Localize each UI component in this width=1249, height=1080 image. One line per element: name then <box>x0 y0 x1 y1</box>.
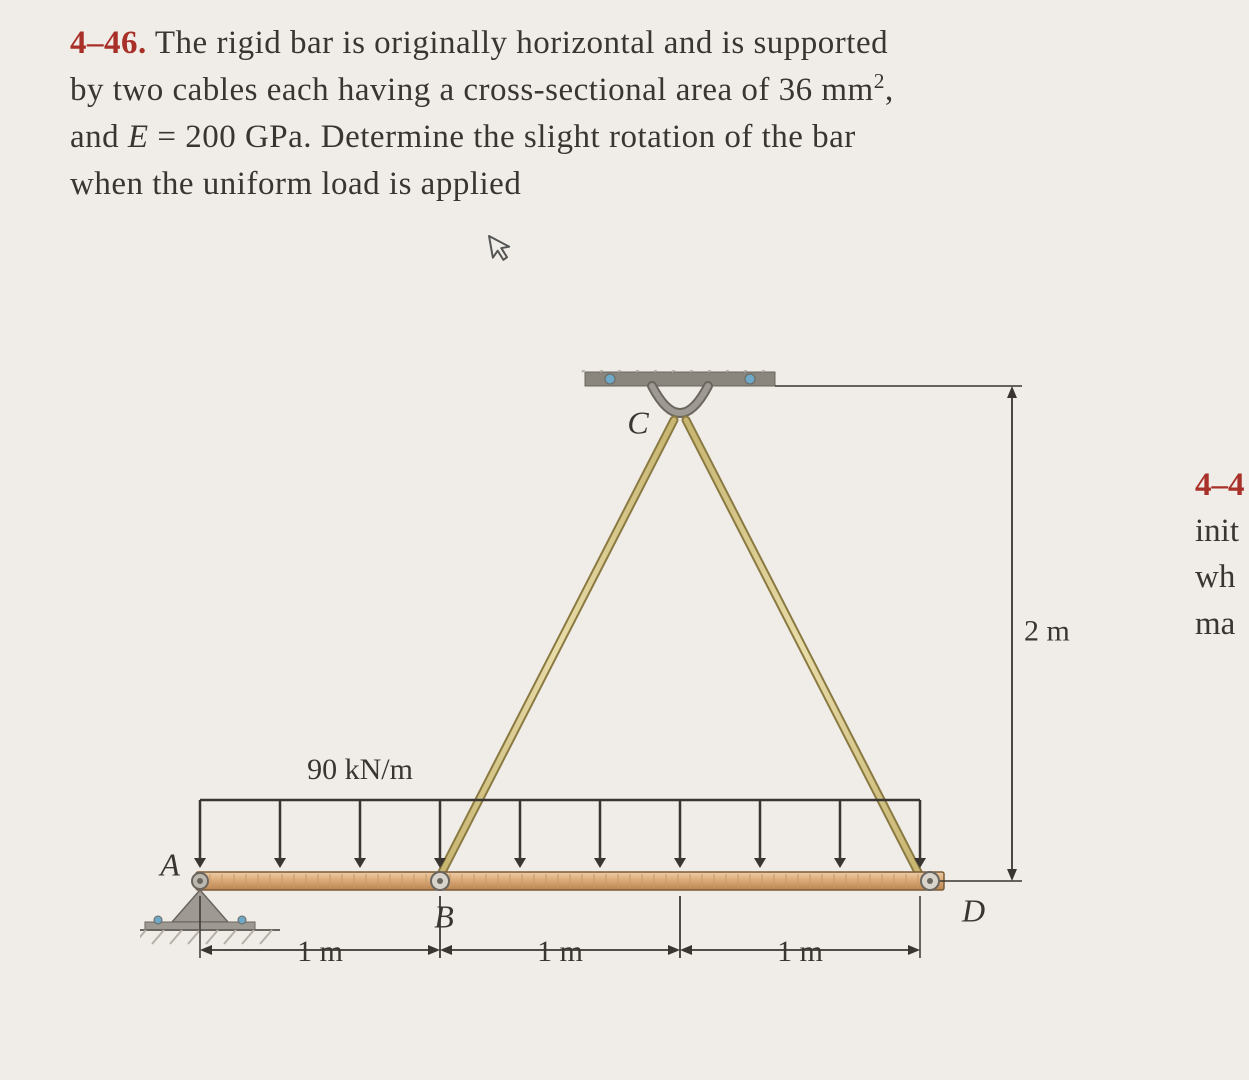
svg-text:1 m: 1 m <box>537 935 583 968</box>
svg-text:1 m: 1 m <box>777 935 823 968</box>
problem-number: 4–46. <box>70 25 147 61</box>
problem-line2-tail: , <box>885 72 894 108</box>
svg-text:1 m: 1 m <box>297 935 343 968</box>
svg-text:B: B <box>434 898 454 934</box>
side-l4: ma <box>1195 606 1235 642</box>
svg-text:A: A <box>158 846 180 882</box>
side-l1: 4–4 <box>1195 467 1245 503</box>
problem-line4: when the uniform load is applied <box>70 166 521 202</box>
problem-statement: 4–46. The rigid bar is originally horizo… <box>70 20 1179 207</box>
problem-line3-post: = 200 GPa. Determine the slight rotation… <box>149 119 856 155</box>
problem-line3-pre: and <box>70 119 128 155</box>
cursor-icon <box>485 230 520 274</box>
svg-text:90 kN/m: 90 kN/m <box>307 753 413 786</box>
problem-E: E <box>128 119 149 155</box>
side-l3: wh <box>1195 559 1235 595</box>
svg-text:C: C <box>627 404 649 440</box>
problem-line1: The rigid bar is originally horizontal a… <box>147 25 888 61</box>
figure: 90 kN/m A B C D 1 m 1 m 1 m 2 m <box>140 370 1100 1010</box>
side-l2: init <box>1195 513 1239 549</box>
svg-text:D: D <box>961 892 985 928</box>
problem-line2: by two cables each having a cross-sectio… <box>70 72 874 108</box>
adjacent-problem-fragment: 4–4 init wh ma <box>1195 462 1249 647</box>
svg-text:2 m: 2 m <box>1024 614 1070 647</box>
problem-line2-sup: 2 <box>874 69 885 93</box>
